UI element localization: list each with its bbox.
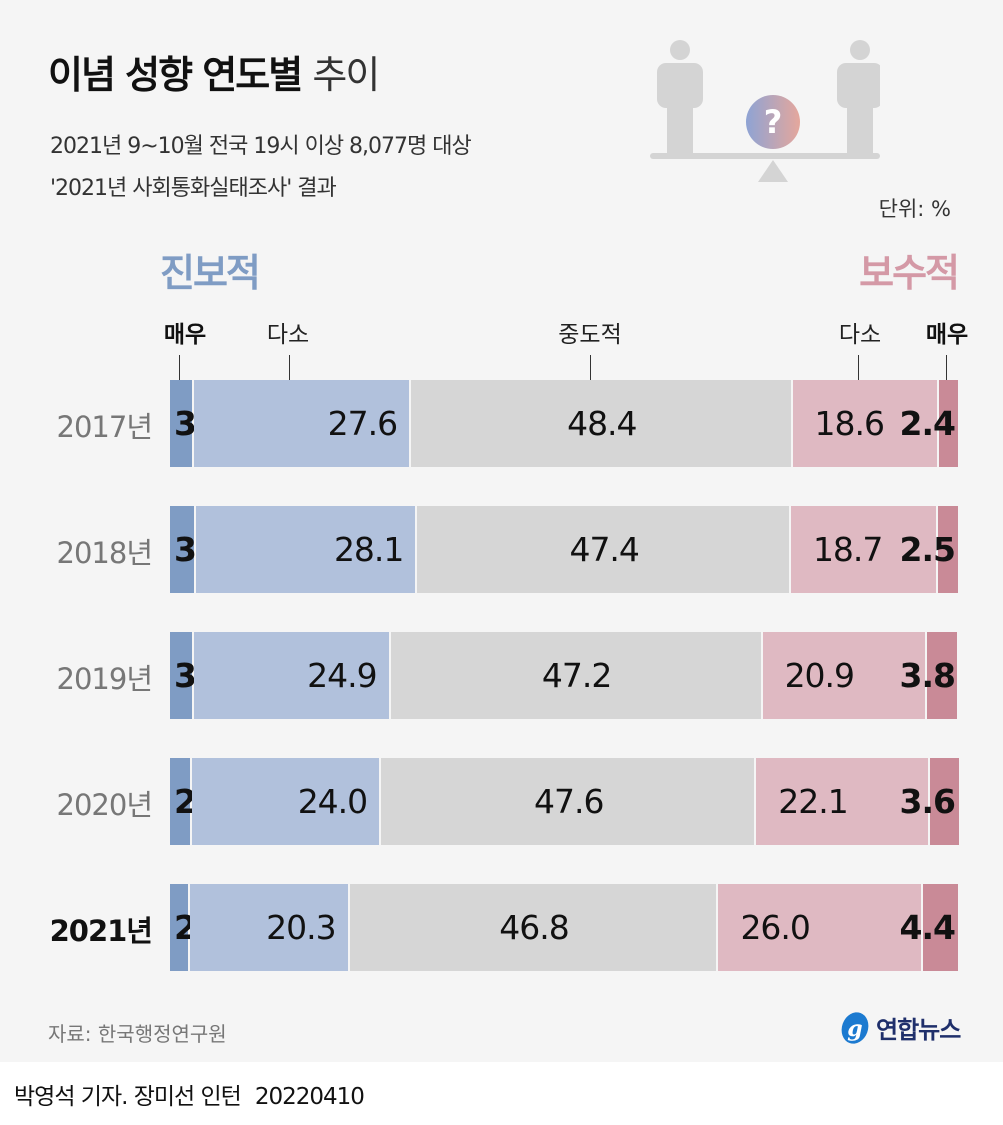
- data-label-somewhat-progressive: 24.0: [297, 782, 368, 821]
- bar-very-conservative: [938, 506, 958, 593]
- bar-somewhat-progressive: [196, 506, 418, 593]
- data-label-moderate: 46.8: [499, 908, 569, 947]
- bar-very-progressive: [170, 758, 193, 845]
- bar-somewhat-conservative: [792, 380, 940, 467]
- bar-moderate: [390, 632, 763, 719]
- legend-tick: [179, 355, 180, 385]
- bar-somewhat-progressive: [194, 632, 391, 719]
- data-label-somewhat-conservative: 18.7: [812, 530, 883, 569]
- legend-tick: [858, 355, 859, 385]
- data-label-somewhat-conservative: 26.0: [740, 908, 810, 947]
- legend-tick: [946, 355, 947, 385]
- footer-bar: [0, 1062, 1003, 1125]
- bar-very-progressive: [170, 884, 190, 971]
- bar-very-progressive: [170, 506, 196, 593]
- legend-tick: [289, 355, 290, 385]
- bar-very-conservative: [923, 884, 958, 971]
- data-label-very-conservative: 2.5: [899, 530, 956, 569]
- data-label-somewhat-progressive: 28.1: [333, 530, 404, 569]
- bar-somewhat-conservative: [756, 758, 931, 845]
- data-label-very-conservative: 3.8: [899, 656, 956, 695]
- data-label-somewhat-conservative: 18.6: [814, 404, 885, 443]
- data-label-moderate: 47.6: [533, 782, 604, 821]
- source-note: 자료: 한국행정연구원: [48, 1022, 227, 1046]
- bar-somewhat-conservative: [718, 884, 924, 971]
- credit: 박영석 기자. 장미선 인턴 20220410: [14, 1077, 365, 1111]
- bar-somewhat-progressive: [193, 380, 412, 467]
- legend-very-conservative: 매우: [925, 322, 969, 348]
- subtitle-line1: 2021년 9~10월 전국 19시 이상 8,077명 대상: [50, 134, 472, 159]
- data-label-somewhat-conservative: 20.9: [784, 656, 855, 695]
- legend-moderate: 중도적: [558, 322, 622, 348]
- year-label: 2018년: [56, 536, 153, 570]
- credit-text: 박영석 기자. 장미선 인턴: [14, 1084, 242, 1110]
- bar-very-conservative: [939, 380, 958, 467]
- bar-somewhat-conservative: [790, 506, 939, 593]
- data-label-moderate: 47.2: [541, 656, 612, 695]
- yonhap-logo: g 연합뉴스: [838, 1010, 961, 1045]
- unit-label: 단위: %: [878, 197, 951, 221]
- legend-somewhat-progressive: 다소: [266, 322, 310, 348]
- group-label-conservative: 보수적: [859, 251, 960, 295]
- subtitle-line2: '2021년 사회통화실태조사' 결과: [50, 176, 337, 201]
- year-label: 2021년: [49, 914, 153, 948]
- data-label-very-conservative: 4.4: [899, 908, 956, 947]
- year-label: 2019년: [56, 662, 153, 696]
- year-label: 2017년: [56, 410, 153, 444]
- bar-very-progressive: [170, 380, 194, 467]
- chart-title: 이념 성향 연도별 추이: [48, 44, 380, 99]
- data-label-moderate: 47.4: [569, 530, 639, 569]
- svg-text:g: g: [847, 1016, 862, 1042]
- balance-scale-question-icon: ?: [650, 40, 880, 182]
- yonhap-logo-icon: g: [841, 1011, 869, 1044]
- title-bold: 이념 성향 연도별: [48, 53, 303, 97]
- svg-text:?: ?: [764, 103, 783, 141]
- group-label-progressive: 진보적: [160, 251, 261, 295]
- year-label: 2020년: [56, 788, 153, 822]
- data-label-somewhat-conservative: 22.1: [778, 782, 848, 821]
- title-light: 추이: [312, 53, 380, 97]
- data-label-somewhat-progressive: 20.3: [266, 908, 336, 947]
- legend-somewhat-conservative: 다소: [838, 322, 882, 348]
- credit-date: 20220410: [254, 1084, 365, 1110]
- data-label-somewhat-progressive: 24.9: [307, 656, 377, 695]
- bar-very-progressive: [170, 632, 195, 719]
- bar-very-conservative: [930, 758, 959, 845]
- legend-tick: [590, 355, 591, 385]
- legend-very-progressive: 매우: [163, 322, 207, 348]
- bar-moderate: [417, 506, 791, 593]
- data-label-very-conservative: 2.4: [899, 404, 956, 443]
- data-label-somewhat-progressive: 27.6: [327, 404, 398, 443]
- data-label-very-conservative: 3.6: [899, 782, 956, 821]
- bar-moderate: [411, 380, 793, 467]
- bar-somewhat-progressive: [192, 758, 382, 845]
- bar-moderate: [349, 884, 719, 971]
- bar-very-conservative: [927, 632, 958, 719]
- bar-moderate: [381, 758, 757, 845]
- logo-text: 연합뉴스: [876, 1016, 961, 1044]
- bar-somewhat-progressive: [189, 884, 350, 971]
- bar-somewhat-conservative: [762, 632, 928, 719]
- data-label-moderate: 48.4: [567, 404, 637, 443]
